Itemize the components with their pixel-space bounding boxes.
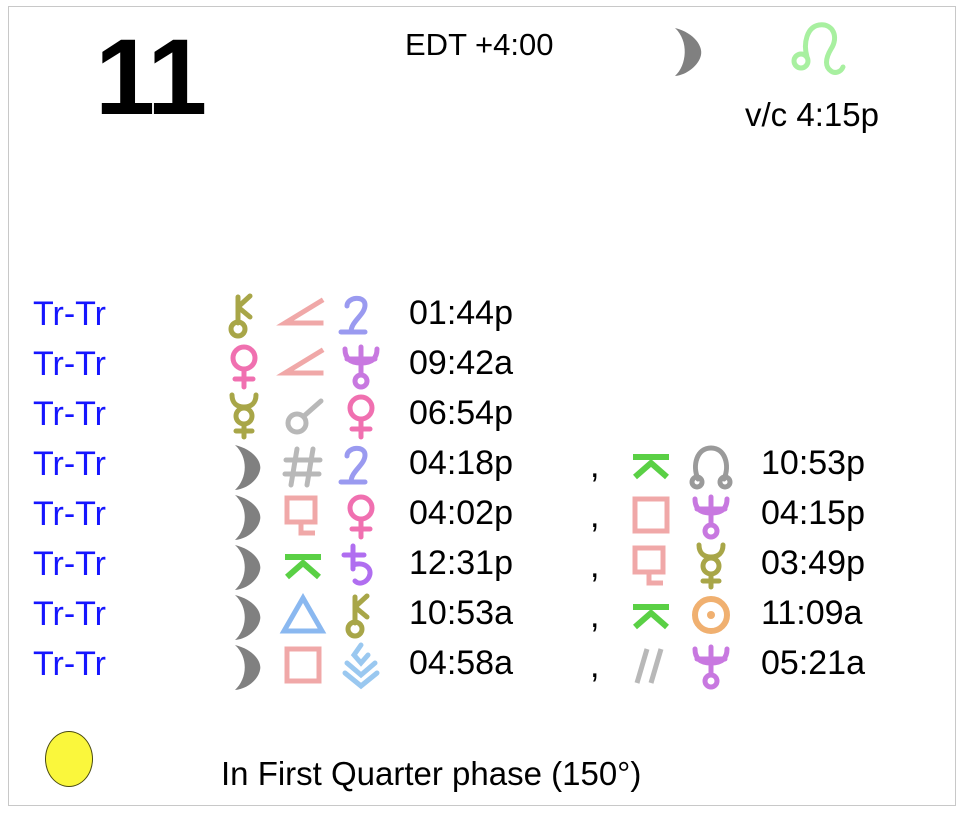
row-separator: , [590, 547, 600, 585]
semisquare-aspect-icon [276, 343, 327, 389]
row-separator: , [590, 597, 600, 635]
parallel-aspect-icon [629, 643, 675, 689]
moon-phase-label: In First Quarter phase (150°) [221, 755, 642, 792]
aspect-time-secondary: 05:21a [761, 644, 865, 682]
table-row: Tr-Tr [9, 491, 957, 541]
row-separator: , [590, 647, 600, 685]
uranus-icon [689, 643, 735, 690]
uranus-icon [689, 493, 735, 540]
square-aspect-icon [629, 493, 675, 539]
aspect-time: 09:42a [409, 344, 513, 382]
timezone-label: EDT +4:00 [405, 27, 554, 62]
transit-label: Tr-Tr [33, 495, 106, 533]
aspect-time-secondary: 03:49p [761, 544, 865, 582]
day-number: 11 [95, 16, 207, 137]
aspect-time: 10:53a [409, 594, 513, 632]
table-row: Tr-Tr [9, 541, 957, 591]
aspect-time: 06:54p [409, 394, 513, 432]
table-row: Tr-Tr [9, 441, 957, 491]
table-row: Tr-Tr [9, 291, 957, 341]
chiron-icon [339, 593, 385, 639]
conjunction-aspect-icon [281, 393, 327, 439]
moon-crescent-icon [659, 25, 711, 79]
venus-icon [339, 493, 385, 540]
transit-label: Tr-Tr [33, 295, 106, 333]
quintile-aspect-icon [281, 443, 327, 489]
table-row: Tr-Tr [9, 391, 957, 441]
row-separator: , [590, 497, 600, 535]
aspect-time: 04:18p [409, 444, 513, 482]
chiron-icon [222, 293, 268, 339]
sextile-aspect-icon [281, 543, 327, 589]
sextile-aspect-icon [629, 593, 675, 639]
panel-frame: 11 EDT +4:00 v/c 4:15p Tr-Tr [8, 6, 956, 806]
sesquiquadrate-aspect-icon [281, 493, 327, 539]
row-separator: , [590, 447, 600, 485]
aspect-time-secondary: 04:15p [761, 494, 865, 532]
aspect-time-secondary: 10:53p [761, 444, 865, 482]
venus-icon [222, 343, 268, 390]
aspect-time: 04:58a [409, 644, 513, 682]
mercury-icon [222, 392, 268, 440]
transit-label: Tr-Tr [33, 545, 106, 583]
moon-icon [222, 643, 268, 690]
transit-label: Tr-Tr [33, 345, 106, 383]
semisquare-aspect-icon [276, 293, 327, 339]
aspect-time: 12:31p [409, 544, 513, 582]
sesquiquadrate-aspect-icon [629, 543, 675, 589]
jupiter-icon [338, 443, 385, 489]
void-of-course-label: v/c 4:15p [745, 96, 879, 133]
transit-label: Tr-Tr [33, 595, 106, 633]
sextile-aspect-icon [629, 443, 675, 489]
moon-icon [222, 443, 268, 490]
table-row: Tr-Tr [9, 341, 957, 391]
aspect-time: 01:44p [409, 294, 513, 332]
leo-sign-icon [787, 19, 849, 83]
venus-icon [339, 393, 385, 440]
transit-label: Tr-Tr [33, 445, 106, 483]
table-row: Tr-Tr [9, 591, 957, 641]
neptune-icon [339, 642, 385, 690]
transit-label: Tr-Tr [33, 645, 106, 683]
square-aspect-icon [281, 643, 327, 689]
aspect-table: Tr-Tr [9, 291, 957, 691]
aspect-time-secondary: 11:09a [761, 594, 863, 632]
sun-icon [689, 593, 735, 639]
table-row: Tr-Tr [9, 641, 957, 691]
saturn-icon [339, 543, 385, 589]
uranus-icon [339, 343, 385, 390]
jupiter-icon [338, 293, 385, 339]
trine-aspect-icon [279, 592, 327, 639]
moon-icon [222, 593, 268, 640]
north-node-icon [689, 443, 735, 490]
moon-phase-disc-icon [45, 731, 93, 787]
mercury-icon [689, 542, 735, 590]
moon-icon [222, 543, 268, 590]
moon-icon [222, 493, 268, 540]
transit-label: Tr-Tr [33, 395, 106, 433]
aspect-time: 04:02p [409, 494, 513, 532]
